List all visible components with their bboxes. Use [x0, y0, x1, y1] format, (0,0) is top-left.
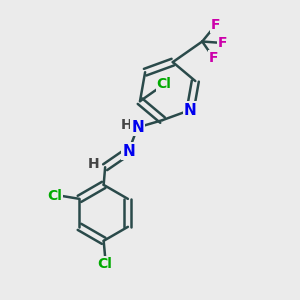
Text: H: H: [121, 118, 132, 132]
Text: Cl: Cl: [47, 189, 62, 203]
Text: F: F: [211, 18, 220, 32]
Text: N: N: [131, 120, 144, 135]
Text: Cl: Cl: [98, 257, 112, 272]
Text: N: N: [184, 103, 197, 118]
Text: H: H: [88, 157, 100, 171]
Text: F: F: [209, 51, 218, 65]
Text: Cl: Cl: [157, 77, 172, 91]
Text: N: N: [122, 143, 135, 158]
Text: F: F: [218, 36, 227, 50]
